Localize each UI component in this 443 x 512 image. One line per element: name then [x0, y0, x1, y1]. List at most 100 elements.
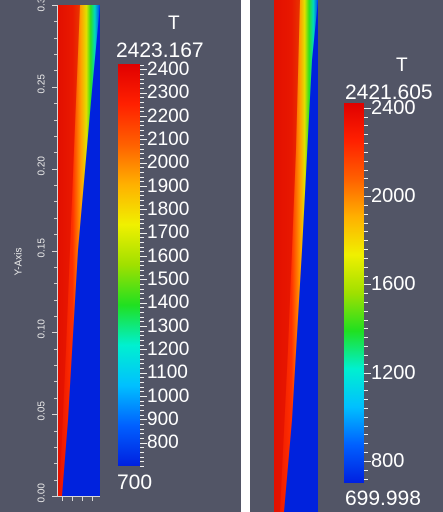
y-tick-label: 0.05: [36, 401, 48, 421]
colorbar-tick-label: 1200: [147, 338, 190, 360]
colorbar-minor-tick: [140, 424, 144, 425]
colorbar-minor-tick: [140, 242, 144, 244]
y-minor-tick: [54, 463, 57, 465]
colorbar-tick-label: 2200: [147, 105, 190, 127]
colorbar-minor-tick: [364, 266, 368, 268]
colorbar-minor-tick: [364, 469, 368, 471]
colorbar-tick-mark: [140, 349, 147, 351]
colorbar-minor-tick: [364, 363, 368, 365]
colorbar-minor-tick: [140, 386, 144, 388]
colorbar-minor-tick: [140, 83, 144, 85]
y-minor-tick: [54, 266, 57, 268]
colorbar-tick-mark: [140, 326, 147, 328]
y-tick-mark: [52, 250, 57, 252]
colorbar-minor-tick: [140, 410, 144, 411]
right-colorbar: [344, 103, 364, 483]
y-tick-mark: [52, 5, 57, 6]
y-minor-tick: [54, 70, 57, 72]
left-colorbar-title: T: [168, 13, 180, 34]
y-minor-tick: [54, 430, 57, 432]
colorbar-minor-tick: [140, 335, 144, 337]
x-tick-mark: [92, 497, 93, 501]
right-temperature-field: [274, 0, 318, 512]
colorbar-tick-label: 800: [147, 432, 179, 454]
right-colorbar-title: T: [396, 55, 408, 76]
colorbar-minor-tick: [140, 130, 144, 132]
y-tick-label: 0.15: [36, 237, 48, 257]
colorbar-tick-label: 1600: [371, 273, 416, 296]
colorbar-minor-tick: [140, 456, 144, 458]
colorbar-minor-tick: [140, 190, 144, 192]
y-minor-tick: [54, 283, 57, 285]
colorbar-minor-tick: [364, 275, 368, 277]
colorbar-minor-tick: [364, 399, 368, 401]
colorbar-minor-tick: [140, 265, 144, 267]
colorbar-minor-tick: [140, 358, 144, 360]
colorbar-tick-label: 1700: [147, 222, 190, 244]
colorbar-tick-label: 2400: [371, 96, 416, 119]
colorbar-minor-tick: [140, 153, 144, 155]
colorbar-minor-tick: [364, 169, 368, 171]
y-tick-mark: [52, 414, 57, 416]
colorbar-minor-tick: [140, 214, 144, 216]
colorbar-minor-tick: [364, 434, 368, 436]
colorbar-minor-tick: [364, 204, 368, 206]
colorbar-minor-tick: [364, 407, 368, 409]
colorbar-minor-tick: [140, 447, 144, 449]
colorbar-minor-tick: [140, 102, 144, 104]
colorbar-minor-tick: [140, 228, 144, 230]
y-tick-label: 0.25: [36, 73, 48, 94]
colorbar-minor-tick: [140, 274, 144, 276]
colorbar-minor-tick: [140, 134, 144, 136]
colorbar-minor-tick: [140, 340, 144, 342]
colorbar-minor-tick: [140, 237, 144, 239]
colorbar-minor-tick: [140, 298, 144, 300]
colorbar-minor-tick: [140, 97, 144, 99]
colorbar-minor-tick: [364, 328, 368, 330]
colorbar-minor-tick: [140, 433, 144, 435]
colorbar-minor-tick: [140, 391, 144, 393]
colorbar-tick-label: 1500: [147, 268, 190, 290]
colorbar-tick-mark: [140, 419, 147, 421]
colorbar-tick-label: 1100: [147, 362, 188, 384]
colorbar-tick-mark: [140, 442, 147, 444]
colorbar-minor-tick: [364, 443, 368, 445]
colorbar-tick-label: 1300: [147, 315, 190, 337]
colorbar-tick-mark: [140, 302, 147, 304]
y-minor-tick: [54, 135, 57, 137]
colorbar-minor-tick: [140, 452, 144, 453]
colorbar-minor-tick: [140, 405, 144, 407]
colorbar-tick-mark: [140, 139, 147, 141]
colorbar-tick-mark: [140, 232, 147, 234]
colorbar-minor-tick: [140, 330, 144, 332]
colorbar-minor-tick: [364, 143, 368, 145]
colorbar-minor-tick: [364, 390, 368, 392]
colorbar-minor-tick: [364, 416, 368, 418]
y-minor-tick: [54, 365, 57, 367]
y-axis-line: [57, 5, 58, 497]
y-tick-mark: [52, 496, 57, 497]
left-colorbar-min: 700: [117, 471, 153, 494]
right-render-view[interactable]: T 2421.605 2400 2000 1600 1200 800 699.998: [250, 0, 443, 512]
y-minor-tick: [54, 397, 57, 399]
colorbar-minor-tick: [140, 167, 144, 169]
colorbar-minor-tick: [364, 337, 368, 339]
colorbar-minor-tick: [364, 222, 368, 224]
colorbar-tick-mark: [140, 92, 147, 94]
colorbar-tick-mark: [140, 396, 147, 397]
left-render-view[interactable]: 0.00 0.05 0.10 0.15 0.20 0.25 0.30 Y-Axis T 24…: [0, 0, 241, 512]
colorbar-tick-mark: [140, 116, 147, 118]
right-colorbar-min: 699.998: [345, 487, 421, 510]
colorbar-minor-tick: [140, 120, 144, 122]
colorbar-tick-label: 2400: [147, 58, 190, 80]
colorbar-tick-mark: [364, 196, 371, 198]
y-tick-label: 0.10: [36, 319, 48, 339]
colorbar-tick-mark: [364, 284, 371, 286]
y-tick-mark: [52, 168, 57, 170]
colorbar-minor-tick: [364, 257, 368, 259]
colorbar-minor-tick: [364, 293, 368, 295]
colorbar-minor-tick: [140, 144, 144, 146]
colorbar-tick-label: 2300: [147, 82, 190, 104]
colorbar-minor-tick: [140, 200, 144, 202]
colorbar-tick-mark: [364, 107, 371, 109]
